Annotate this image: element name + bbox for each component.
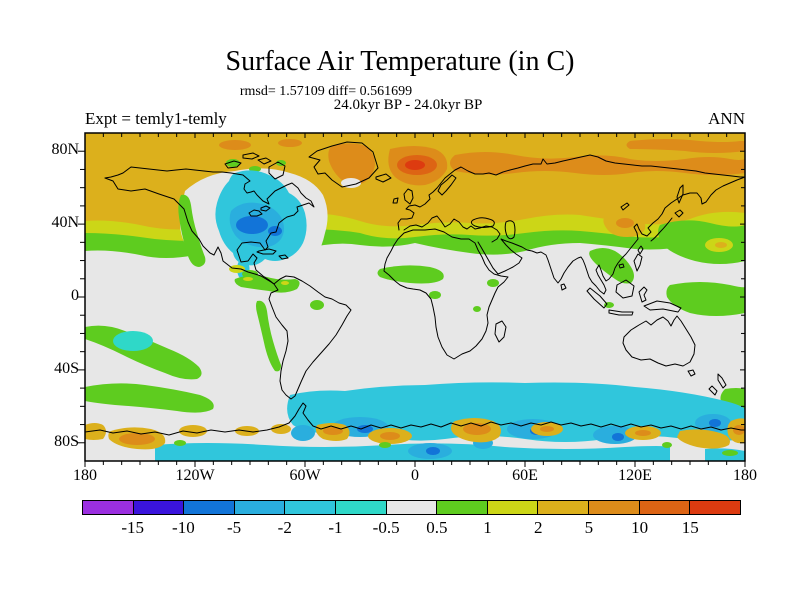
colorbar-label-1: 1 [483, 518, 492, 537]
colorbar-segment-6 [385, 500, 438, 515]
colorbar-label-15: 15 [681, 518, 699, 537]
colorbar-label-10: 10 [631, 518, 649, 537]
lon-label-180: 180 [73, 467, 97, 484]
lat-label-80S: 80S [54, 432, 79, 450]
colorbar-label--15: -15 [121, 518, 145, 537]
colorbar-segment-1 [132, 500, 185, 515]
map-frame [84, 132, 746, 462]
map-plot-area: 80N 40N 0 40S 80S 180 120W 60W 0 60E 120E 180 [51, 132, 757, 484]
season-label: ANN [708, 109, 745, 128]
temperature-anomaly-field [85, 133, 745, 461]
colorbar-label--0.5: -0.5 [372, 518, 400, 537]
colorbar-label-0.5: 0.5 [426, 518, 448, 537]
lat-label-40N: 40N [51, 214, 79, 232]
colorbar-segment-3 [233, 500, 286, 515]
lat-label-40S: 40S [54, 359, 79, 377]
colorbar-labels: -15 -10 -5 -2 -1 -0.5 0.5 1 2 5 10 15 [82, 518, 741, 538]
colorbar [82, 500, 741, 515]
page-title: Surface Air Temperature (in C) [225, 46, 575, 77]
colorbar-label--1: -1 [328, 518, 343, 537]
coastlines [84, 141, 746, 436]
period-line: 24.0kyr BP - 24.0kyr BP [333, 97, 483, 113]
colorbar-label-2: 2 [533, 518, 543, 537]
colorbar-segment-9 [537, 500, 590, 515]
colorbar-segment-8 [486, 500, 539, 515]
stats-line: rmsd= 1.57109 diff= 0.561699 [239, 84, 413, 99]
lon-label-60W: 60W [289, 467, 321, 484]
colorbar-segment-10 [588, 500, 640, 515]
colorbar-label--10: -10 [172, 518, 195, 537]
lon-label-0: 0 [411, 467, 419, 484]
lat-label-0: 0 [71, 287, 79, 304]
colorbar-segment-0 [82, 500, 134, 515]
colorbar-label--5: -5 [226, 518, 242, 537]
colorbar-segment-7 [436, 500, 488, 515]
lon-label-60E: 60E [512, 467, 538, 484]
colorbar-segment-11 [638, 500, 691, 515]
colorbar-label-5: 5 [584, 518, 594, 537]
colorbar-segment-5 [335, 500, 387, 515]
colorbar-segment-2 [183, 500, 235, 515]
lon-label-120W: 120W [175, 467, 215, 484]
lat-label-80N: 80N [51, 141, 79, 159]
colorbar-segment-4 [284, 500, 337, 515]
colorbar-segment-12 [689, 500, 741, 515]
map-svg [78, 132, 746, 467]
lon-label-180: 180 [733, 467, 757, 484]
colorbar-label--2: -2 [277, 518, 292, 537]
experiment-label: Expt = temly1-temly [85, 109, 227, 128]
lon-label-120E: 120E [618, 467, 652, 484]
